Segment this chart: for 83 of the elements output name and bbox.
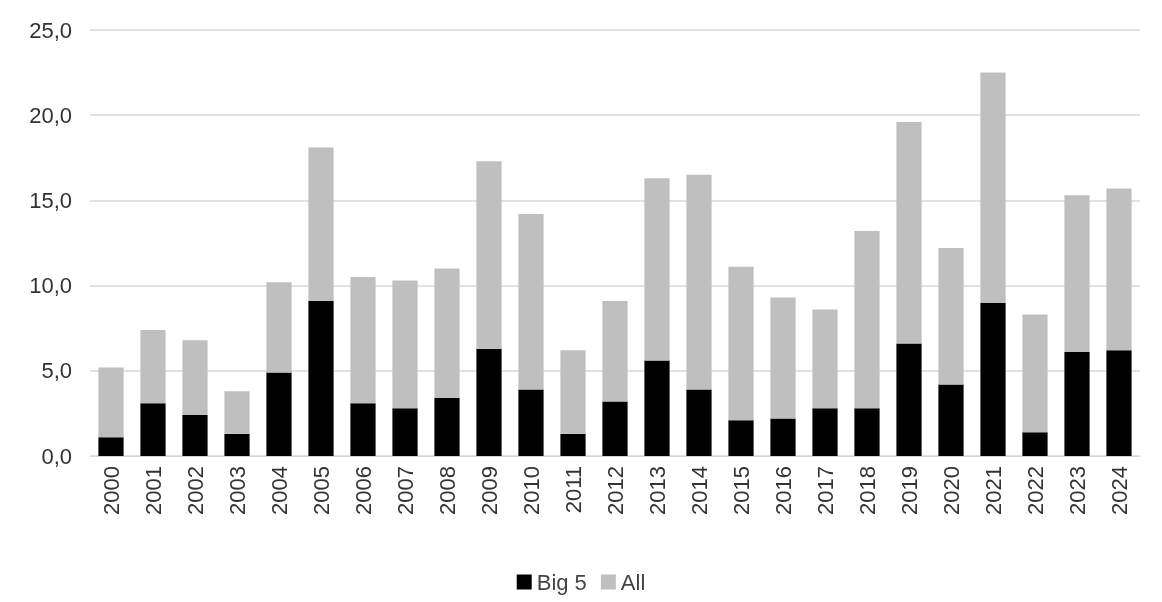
x-tick-label: 2008 [434, 466, 460, 515]
x-tick-label: 2006 [350, 466, 376, 515]
x-tick-label: 2002 [182, 466, 208, 515]
bar [896, 122, 922, 344]
x-tick-label: 2015 [728, 466, 754, 515]
x-tick-label: 2005 [308, 466, 334, 515]
x-tick-label: 2012 [602, 466, 628, 515]
bar [644, 178, 670, 361]
bar [1064, 195, 1090, 353]
bar [938, 384, 964, 456]
bar [98, 437, 124, 456]
bar [938, 248, 964, 385]
bar [392, 408, 418, 456]
bar [266, 282, 292, 373]
bar [602, 401, 628, 456]
x-tick-label: 2011 [560, 466, 586, 514]
bar [224, 433, 250, 456]
bar [182, 415, 208, 456]
bar [854, 408, 880, 456]
x-tick-label: 2021 [980, 466, 1006, 515]
bar [560, 433, 586, 456]
bar [140, 329, 166, 404]
x-tick-label: 2019 [896, 466, 922, 515]
bar [854, 231, 880, 409]
bar [686, 174, 712, 390]
x-tick-label: 2001 [140, 466, 166, 515]
bar [392, 280, 418, 409]
bar [1064, 352, 1090, 456]
bar [308, 147, 334, 301]
x-tick-label: 2014 [686, 466, 712, 515]
x-tick-label: 2004 [266, 466, 292, 515]
bar [1106, 350, 1132, 456]
y-tick-label: 0,0 [41, 443, 72, 469]
bar [434, 268, 460, 399]
bar [980, 302, 1006, 456]
bar [812, 309, 838, 409]
bar [350, 403, 376, 456]
y-tick-label: 15,0 [29, 187, 72, 213]
bar [140, 403, 166, 456]
bar [182, 340, 208, 416]
bar [980, 72, 1006, 303]
y-tick-label: 10,0 [29, 273, 72, 299]
bar [686, 389, 712, 456]
bar [1022, 432, 1048, 456]
bar [518, 389, 544, 456]
x-tick-label: 2000 [98, 466, 124, 515]
bar [266, 372, 292, 456]
bar [1022, 314, 1048, 433]
bar [728, 266, 754, 421]
bar [560, 350, 586, 434]
bar [1106, 188, 1132, 351]
y-tick-label: 5,0 [41, 358, 72, 384]
bar [812, 408, 838, 456]
x-tick-label: 2007 [392, 466, 418, 515]
bar [224, 391, 250, 434]
x-tick-label: 2017 [812, 466, 838, 515]
x-tick-label: 2010 [518, 466, 544, 515]
x-tick-label: 2018 [854, 466, 880, 515]
bar [770, 297, 796, 419]
bar [602, 300, 628, 402]
x-tick-label: 2024 [1106, 466, 1132, 515]
bar [644, 360, 670, 456]
bar [770, 418, 796, 456]
bar [518, 214, 544, 390]
x-tick-label: 2009 [476, 466, 502, 515]
y-tick-label: 25,0 [29, 17, 72, 43]
x-tick-label: 2003 [224, 466, 250, 515]
bar [98, 367, 124, 438]
x-tick-label: 2016 [770, 466, 796, 515]
bar [308, 300, 334, 456]
bar [350, 277, 376, 404]
x-tick-label: 2020 [938, 466, 964, 515]
bar [896, 343, 922, 456]
y-tick-label: 20,0 [29, 102, 72, 128]
legend-label: All [620, 569, 646, 595]
bar [476, 161, 502, 349]
bar [728, 420, 754, 456]
x-tick-label: 2022 [1022, 466, 1048, 515]
x-tick-label: 2013 [644, 466, 670, 515]
x-tick-label: 2023 [1064, 466, 1090, 515]
legend-label: Big 5 [536, 569, 587, 595]
bar [434, 398, 460, 456]
bar [476, 348, 502, 456]
